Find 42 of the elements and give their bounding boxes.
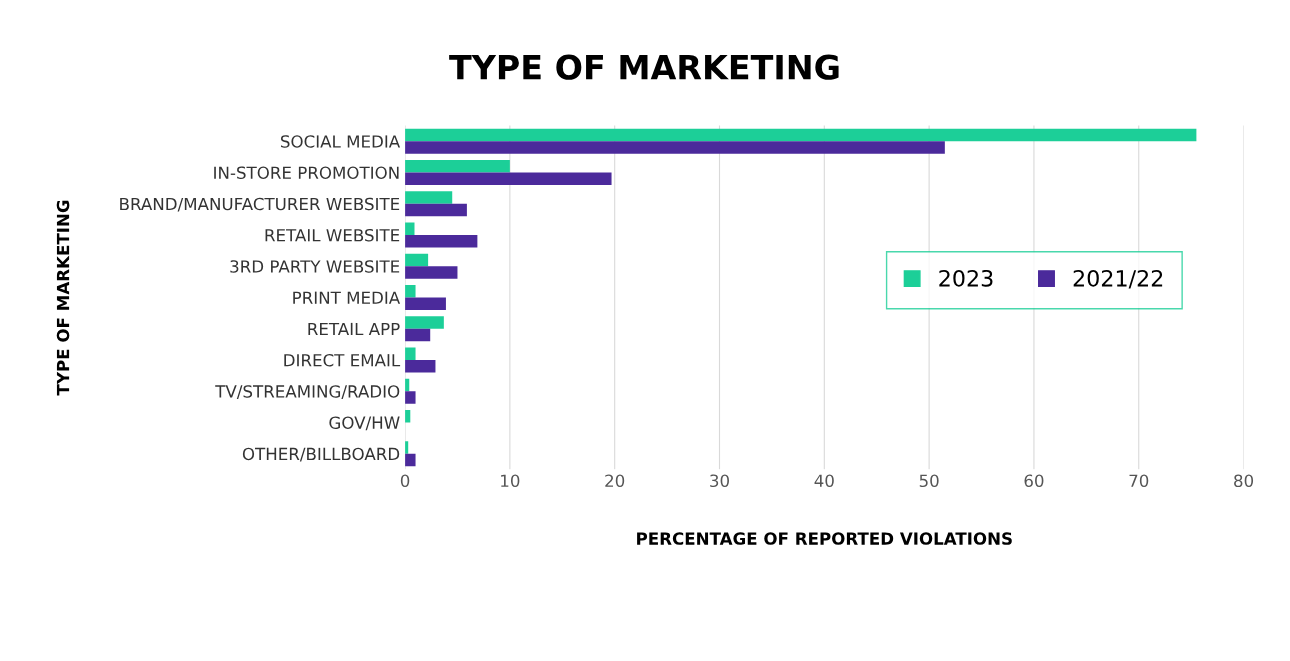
y-tick-label: OTHER/BILLBOARD xyxy=(242,447,400,462)
y-tick-label: RETAIL APP xyxy=(308,322,400,336)
bar xyxy=(405,191,453,204)
y-tick-label: 3RD PARTY WEBSITE xyxy=(230,260,400,273)
bar xyxy=(405,266,458,279)
y-tick-label: PRINT MEDIA xyxy=(293,291,401,304)
bar xyxy=(405,172,612,185)
bar xyxy=(405,203,467,217)
bar xyxy=(405,297,446,310)
x-tick-label: 30 xyxy=(710,474,729,488)
y-tick-label: GOV/HW xyxy=(329,416,400,431)
y-tick-label: RETAIL WEBSITE xyxy=(265,228,400,242)
y-axis-title: TYPE OF MARKETING xyxy=(56,200,70,396)
bar xyxy=(405,359,436,373)
x-tick-label: 0 xyxy=(400,474,410,488)
bar xyxy=(405,253,429,267)
y-tick-label: TV/STREAMING/RADIO xyxy=(215,385,400,400)
x-tick-label: 20 xyxy=(605,474,625,488)
bar xyxy=(405,159,510,173)
x-tick-label: 10 xyxy=(501,474,520,488)
x-tick-label: 80 xyxy=(1234,474,1254,488)
bar xyxy=(405,234,478,248)
bar xyxy=(405,141,945,154)
chart-title: TYPE OF MARKETING xyxy=(449,54,839,80)
bar xyxy=(405,347,416,360)
y-tick-label: DIRECT EMAIL xyxy=(284,353,401,367)
y-tick-label: SOCIAL MEDIA xyxy=(281,135,401,148)
legend-label: 2021/22 xyxy=(1073,269,1163,289)
y-tick-label: BRAND/MANUFACTURER WEBSITE xyxy=(120,197,400,212)
x-tick-label: 40 xyxy=(814,474,834,488)
x-axis-title: PERCENTAGE OF REPORTED VIOLATIONS xyxy=(637,532,1012,545)
x-tick-label: 70 xyxy=(1129,474,1149,488)
bar xyxy=(405,453,416,467)
bar xyxy=(405,128,1197,142)
bar xyxy=(405,391,416,404)
legend-label: 2023 xyxy=(939,269,993,287)
x-tick-label: 50 xyxy=(919,474,939,488)
bar xyxy=(405,316,444,329)
bar xyxy=(405,328,431,342)
bar xyxy=(405,284,416,298)
x-tick-label: 60 xyxy=(1024,474,1044,488)
y-tick-label: IN-STORE PROMOTION xyxy=(214,166,399,180)
